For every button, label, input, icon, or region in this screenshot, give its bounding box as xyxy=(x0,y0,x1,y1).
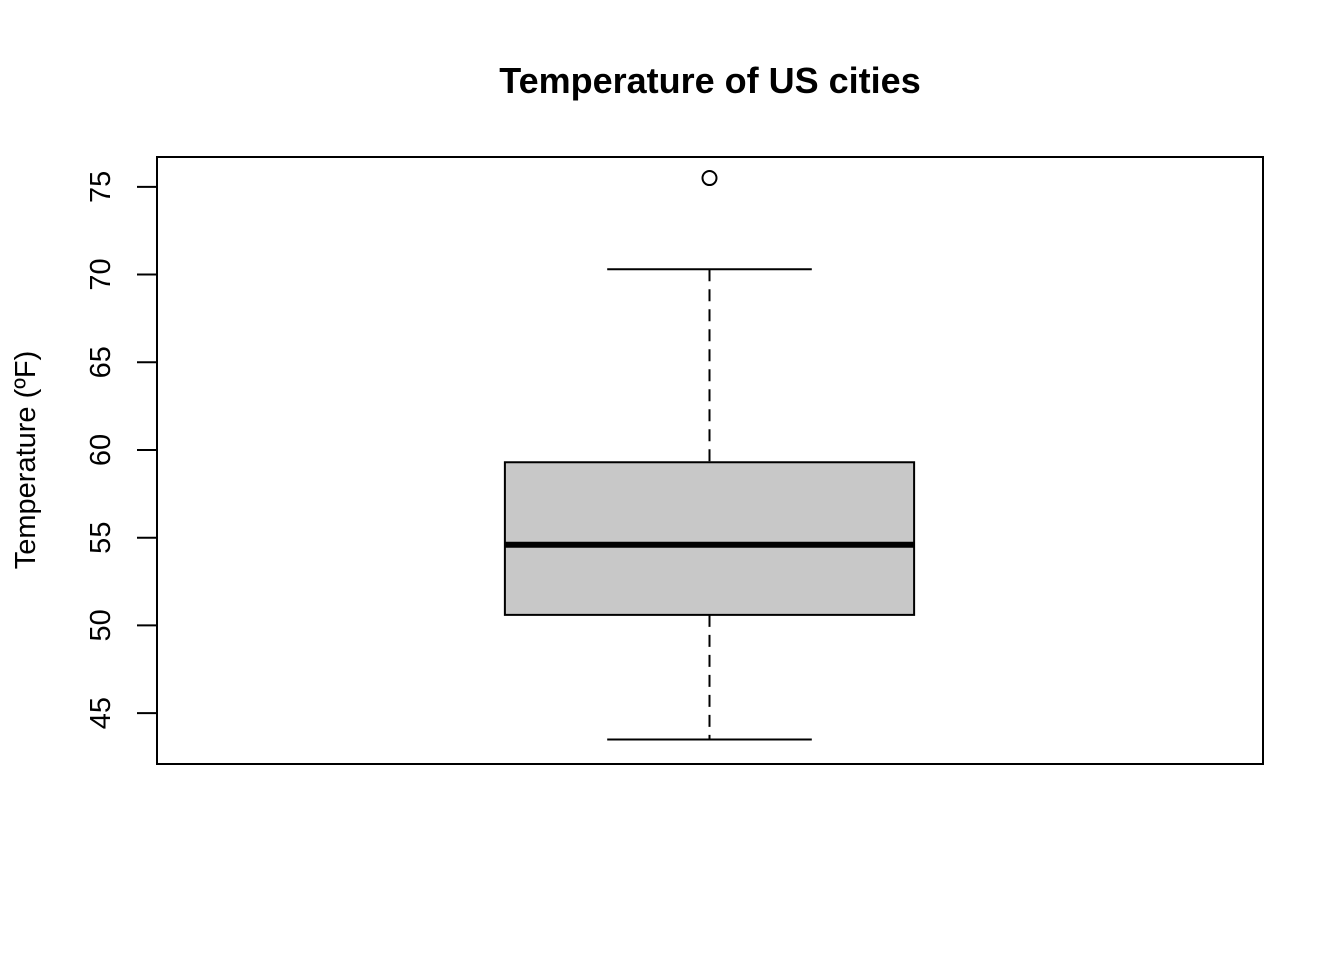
iqr-box xyxy=(503,461,916,616)
y-tick-label-55: 55 xyxy=(85,522,117,554)
y-tick-label-60: 60 xyxy=(85,434,117,466)
boxes-group xyxy=(503,170,916,741)
y-tick-label-45: 45 xyxy=(85,697,117,729)
chart-title: Temperature of US cities xyxy=(499,60,920,101)
y-tick-label-70: 70 xyxy=(85,258,117,290)
y-tick-label-75: 75 xyxy=(85,171,117,203)
y-axis-label: Temperature (ºF) xyxy=(10,351,42,569)
outlier-point-0 xyxy=(701,170,718,187)
y-axis: 45 50 55 60 65 70 75 xyxy=(85,171,158,729)
y-tick-label-50: 50 xyxy=(85,609,117,641)
y-tick-label-65: 65 xyxy=(85,346,117,378)
